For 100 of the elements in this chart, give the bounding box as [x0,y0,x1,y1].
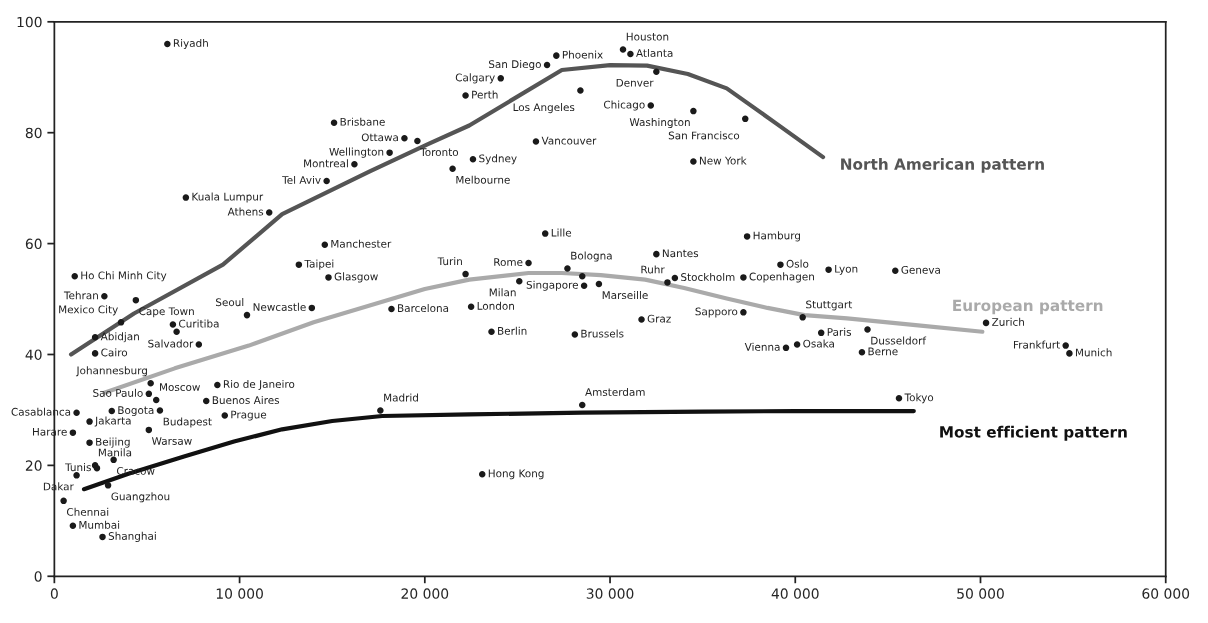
data-label: Rio de Janeiro [223,379,295,390]
data-label: Munich [1075,348,1112,357]
data-label: Buenos Aires [212,396,280,405]
data-label: Bogota [118,406,154,417]
data-label: Rome [494,258,523,267]
data-label: Houston [626,32,669,41]
data-label: Nantes [662,249,699,258]
x-tick-label: 50 000 [957,588,1004,599]
data-label: Moscow [160,383,200,391]
data-label: Ruhr [641,265,665,274]
data-label: Chicago [603,100,645,111]
data-label: Madrid [384,393,418,402]
data-label: Toronto [420,148,459,157]
data-label: Bologna [571,251,612,262]
y-tick-label: 40 [25,349,42,360]
data-label: Curitiba [179,319,219,328]
data-label: London [477,301,514,310]
data-label: Phoenix [562,50,603,59]
data-label: Sydney [479,154,517,165]
data-label: Washington [629,118,690,129]
data-label: Hong Kong [488,469,544,480]
data-label: Kuala Lumpur [192,192,264,203]
data-label: Taipei [304,259,334,270]
data-label: Brisbane [340,117,385,126]
data-label: Ottawa [361,133,398,142]
data-label: Singapore [526,280,578,291]
data-label: Shanghai [108,531,156,542]
y-tick-label: 20 [25,460,42,471]
data-label: Oslo [786,259,809,268]
data-label: Glasgow [334,272,378,283]
data-label: New York [699,156,747,165]
data-label: San Diego [488,60,541,71]
data-label: Frankfurt [1013,340,1060,349]
data-label: Denver [616,78,654,87]
data-label: Sapporo [695,307,738,318]
data-label: Calgary [455,73,495,84]
data-label: Lille [551,228,572,237]
y-tick-label: 0 [34,571,42,582]
data-label: Seoul [216,298,244,307]
data-label: Brussels [581,329,624,338]
data-label: Vienna [744,342,780,351]
data-label: Tehran [63,291,98,300]
data-label: Jakarta [94,416,131,427]
data-label: Milan [489,288,516,297]
data-label: Barcelona [398,303,449,313]
data-label: Athens [227,207,264,216]
data-label: Perth [472,90,498,99]
data-label: Budapest [163,417,212,428]
data-label: Geneva [901,265,940,274]
data-label: Berne [868,347,898,356]
data-label: Atlanta [636,48,673,57]
data-label: Chennai [66,507,109,516]
data-label: Zurich [992,317,1024,326]
data-label: Copenhagen [749,272,814,283]
y-tick-label: 100 [17,16,42,28]
data-label: Tel Aviv [282,175,321,184]
data-label: Wellington [329,147,384,158]
data-label: Tunis [65,463,91,472]
data-label: Marseille [602,291,648,300]
data-label: Graz [647,314,671,323]
data-label: Mexico City [59,305,118,316]
data-label: Johannesburg [75,366,147,377]
series-label: North American pattern [841,158,1044,173]
x-tick-label: 60 000 [1142,588,1190,599]
data-label: Osaka [803,339,834,348]
data-label: Dusseldorf [871,336,927,345]
data-label: Melbourne [456,175,510,184]
data-label: Stuttgart [806,300,853,311]
data-label: Riyadh [173,38,208,50]
data-label: Tokyo [904,393,934,404]
data-label: Paris [827,327,852,336]
data-label: Cairo [101,348,128,357]
data-label: Sao Paulo [93,388,143,397]
data-label: Prague [231,410,267,421]
data-label: Guangzhou [111,492,170,503]
data-label: Warsaw [151,437,192,445]
series-label: Most efficient pattern [940,425,1127,441]
data-label: Salvador [148,339,194,348]
y-tick-label: 60 [25,238,42,250]
data-label: San Francisco [668,131,740,140]
data-label: Manchester [331,239,392,248]
x-tick-label: 40 000 [771,588,819,599]
data-label: Beijing [96,437,130,448]
data-label: Ho Chi Minh City [81,271,167,282]
data-label: Mumbai [79,520,120,529]
x-tick-label: 20 000 [401,588,449,599]
data-label: Hamburg [753,231,801,242]
data-label: Amsterdam [585,387,645,396]
data-label: Berlin [498,326,527,335]
data-label: Vancouver [541,136,597,145]
x-tick-label: 0 [50,588,58,599]
x-tick-label: 10 000 [216,588,263,599]
data-label: Turin [437,257,462,266]
data-label: Lyon [835,264,858,275]
data-label: Montreal [304,159,348,168]
y-tick-label: 80 [25,127,42,139]
data-label: Manila [98,448,132,457]
data-label: Newcastle [253,302,306,311]
x-tick-label: 30 000 [586,588,634,599]
data-label: Los Angeles [513,103,575,114]
